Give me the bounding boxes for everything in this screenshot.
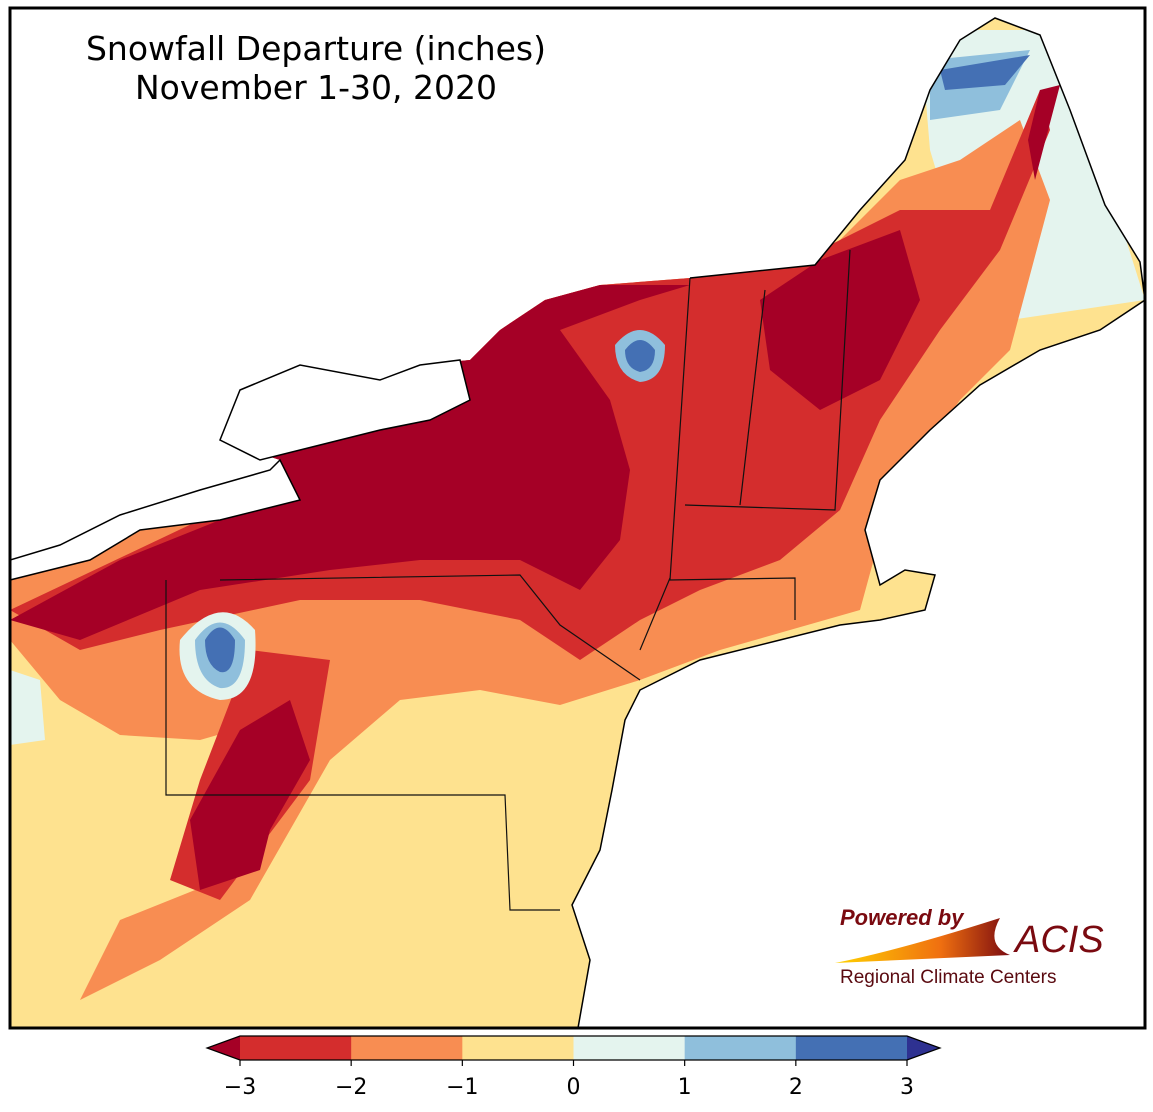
lake-erie	[9, 458, 302, 581]
colorbar-bin	[351, 1036, 463, 1060]
colorbar-tick-label: −2	[335, 1075, 367, 1100]
zone-light	[10, 670, 45, 745]
logo-tagline: Regional Climate Centers	[840, 967, 1057, 988]
logo-swoosh	[835, 918, 1010, 963]
colorbar-tick-label: −1	[446, 1075, 478, 1100]
zone-blue	[940, 55, 1030, 90]
colorbar-tick-label: 3	[900, 1075, 914, 1100]
colorbar-bin	[462, 1036, 574, 1060]
colorbar-tick-label: −3	[224, 1075, 256, 1100]
colorbar-over	[907, 1036, 940, 1060]
zone-blue	[625, 340, 655, 372]
logo-name: ACIS	[1013, 919, 1104, 961]
state-borders	[165, 249, 851, 911]
colorbar-bin	[795, 1036, 908, 1060]
lake-ontario	[219, 359, 471, 461]
logo-powered: Powered by	[840, 905, 965, 930]
colorbar-bin	[240, 1036, 352, 1060]
colorbar-tick-label: 0	[567, 1075, 581, 1100]
zone-darkred	[10, 85, 1060, 890]
colorbar-bin	[573, 1036, 686, 1060]
map-border	[8, 6, 1147, 1030]
map-title: Snowfall Departure (inches)	[86, 29, 546, 68]
map-subtitle: November 1-30, 2020	[135, 68, 497, 107]
coastline	[9, 17, 1146, 1029]
acis-logo: Powered by ACIS Regional Climate Centers	[835, 905, 1104, 988]
colorbar: −3 −2 −1 0 1 2 3	[205, 1035, 942, 1100]
colorbar-under	[207, 1036, 240, 1060]
zone-blue	[205, 627, 235, 673]
colorbar-tick-label: 2	[789, 1075, 803, 1100]
colorbar-tick-label: 1	[678, 1075, 692, 1100]
colorbar-bin	[684, 1036, 797, 1060]
